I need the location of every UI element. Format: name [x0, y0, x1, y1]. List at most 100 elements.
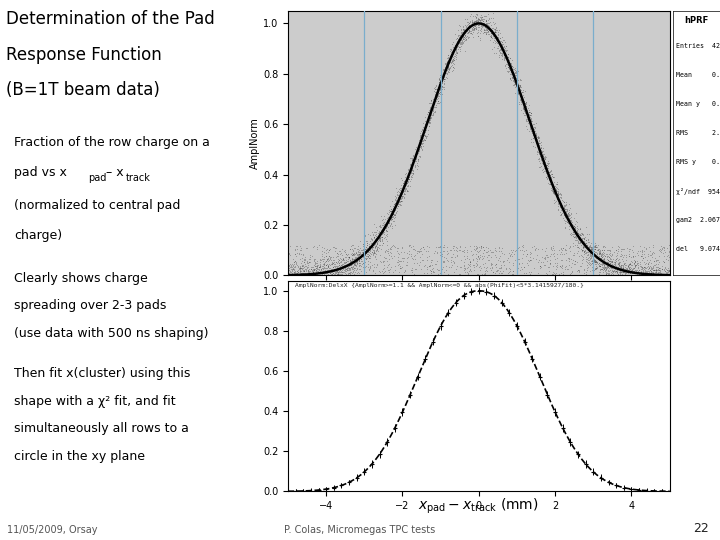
Point — [302, 269, 314, 278]
Point — [494, 34, 505, 43]
Point — [396, 253, 408, 262]
Point — [441, 58, 453, 66]
Point — [611, 272, 623, 281]
Point — [346, 259, 358, 267]
Point — [353, 260, 364, 269]
Point — [480, 11, 492, 20]
Point — [379, 246, 390, 255]
Point — [292, 266, 303, 275]
Point — [603, 256, 615, 265]
Point — [459, 15, 471, 23]
Point — [327, 266, 338, 275]
Point — [552, 271, 564, 279]
Point — [338, 247, 350, 255]
Point — [405, 243, 417, 252]
Point — [513, 83, 524, 92]
Point — [382, 257, 393, 266]
Point — [564, 214, 575, 223]
Point — [611, 271, 623, 279]
Point — [315, 271, 326, 279]
Point — [439, 63, 451, 71]
Point — [459, 255, 471, 264]
Point — [642, 276, 653, 285]
Point — [639, 273, 651, 282]
Point — [497, 49, 508, 58]
Point — [488, 32, 500, 40]
Point — [402, 248, 413, 257]
Point — [410, 265, 421, 273]
Point — [308, 265, 320, 273]
Point — [309, 269, 320, 278]
Point — [406, 267, 418, 276]
Point — [477, 21, 489, 29]
Point — [298, 269, 310, 278]
Point — [292, 248, 303, 257]
Point — [598, 252, 609, 260]
Point — [546, 170, 557, 179]
Point — [471, 255, 482, 264]
Point — [399, 266, 410, 275]
Point — [434, 268, 446, 277]
Point — [554, 200, 566, 209]
Point — [359, 271, 370, 280]
Point — [390, 196, 402, 205]
Point — [517, 86, 528, 94]
Point — [580, 239, 591, 247]
Point — [590, 241, 601, 249]
Point — [527, 133, 539, 142]
Point — [594, 247, 606, 256]
Point — [582, 245, 594, 254]
Point — [546, 187, 558, 195]
Point — [581, 255, 593, 264]
Point — [636, 252, 647, 260]
Point — [571, 242, 582, 251]
Point — [454, 37, 465, 45]
Point — [444, 58, 455, 66]
Point — [510, 246, 521, 254]
Point — [556, 269, 567, 278]
Point — [365, 241, 377, 249]
Point — [302, 256, 313, 265]
Point — [350, 262, 361, 271]
Point — [479, 25, 490, 33]
Point — [496, 43, 508, 51]
Point — [398, 190, 410, 199]
Point — [447, 55, 459, 63]
Point — [348, 260, 360, 269]
Point — [589, 264, 600, 273]
Point — [364, 248, 375, 256]
Point — [644, 267, 655, 276]
Point — [659, 266, 670, 275]
Point — [541, 244, 552, 252]
Point — [606, 261, 617, 269]
Point — [293, 272, 305, 280]
Point — [635, 265, 647, 273]
Point — [582, 238, 593, 246]
Point — [490, 34, 501, 43]
Point — [470, 21, 482, 29]
Point — [384, 268, 395, 276]
Point — [449, 40, 461, 49]
Point — [560, 206, 572, 215]
Point — [593, 241, 604, 249]
Point — [351, 254, 362, 263]
Point — [418, 125, 429, 133]
Point — [387, 210, 399, 218]
Point — [405, 181, 416, 190]
Point — [583, 247, 595, 256]
Point — [464, 262, 475, 271]
Point — [369, 253, 380, 261]
Point — [451, 34, 463, 43]
Point — [459, 21, 471, 30]
Point — [509, 63, 521, 72]
Point — [570, 260, 581, 268]
Point — [418, 261, 429, 270]
Point — [546, 185, 558, 194]
Point — [555, 274, 567, 282]
Point — [624, 252, 635, 260]
Point — [575, 235, 587, 244]
Point — [591, 262, 603, 271]
Point — [613, 276, 624, 285]
Point — [500, 52, 512, 61]
Point — [285, 273, 297, 281]
